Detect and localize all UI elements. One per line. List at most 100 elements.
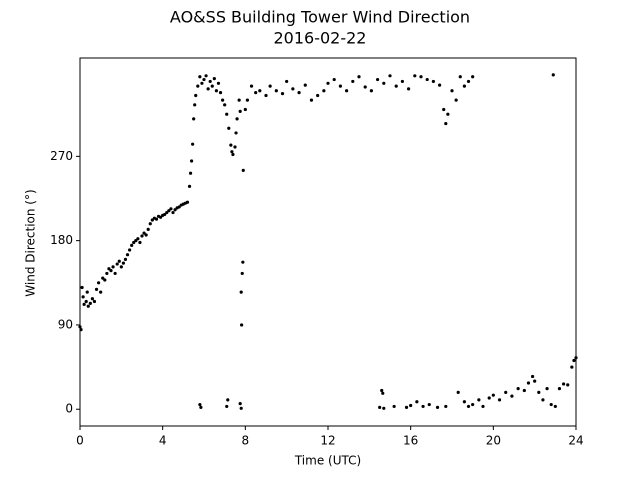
data-point xyxy=(574,356,578,360)
data-point xyxy=(128,248,132,252)
data-point xyxy=(212,77,216,81)
data-point xyxy=(221,98,225,102)
data-point xyxy=(454,98,458,102)
data-point xyxy=(285,79,289,84)
data-point xyxy=(235,117,239,121)
data-point xyxy=(206,87,210,91)
data-point xyxy=(240,323,244,327)
data-point xyxy=(82,302,86,306)
data-point xyxy=(309,98,314,102)
data-point xyxy=(570,365,574,369)
data-point xyxy=(471,75,475,79)
data-point xyxy=(435,405,440,409)
data-point xyxy=(240,271,244,276)
data-point xyxy=(171,210,175,215)
x-tick-label: 16 xyxy=(403,434,418,448)
data-point xyxy=(229,143,233,147)
data-point xyxy=(163,212,167,217)
data-point xyxy=(316,93,320,98)
data-point xyxy=(431,79,435,84)
data-point xyxy=(193,103,197,107)
data-point xyxy=(382,81,386,85)
data-point xyxy=(462,400,466,404)
data-point xyxy=(442,107,446,112)
data-point xyxy=(154,217,159,221)
data-point xyxy=(146,227,150,232)
data-point xyxy=(86,304,90,308)
data-point xyxy=(90,297,94,301)
data-point xyxy=(239,406,243,410)
data-point xyxy=(510,394,514,398)
data-point xyxy=(332,77,336,82)
data-point xyxy=(185,200,190,204)
data-point xyxy=(491,393,495,397)
data-point xyxy=(254,91,258,95)
data-point xyxy=(268,84,272,88)
data-point xyxy=(421,404,425,409)
data-point xyxy=(487,396,491,400)
data-point xyxy=(80,285,84,290)
x-tick-label: 20 xyxy=(486,434,501,448)
data-point xyxy=(165,210,169,215)
data-point xyxy=(481,404,485,409)
data-point xyxy=(407,87,411,91)
data-point xyxy=(230,150,234,154)
data-point xyxy=(191,142,195,146)
data-point xyxy=(477,398,481,402)
data-point xyxy=(419,75,423,79)
data-point xyxy=(107,267,111,271)
data-point xyxy=(169,207,173,211)
data-point xyxy=(227,126,231,130)
data-point xyxy=(173,208,177,212)
data-point xyxy=(237,98,241,102)
data-point xyxy=(188,171,193,175)
data-point xyxy=(200,81,204,85)
data-point xyxy=(78,325,82,329)
data-point xyxy=(531,374,535,379)
data-point xyxy=(79,328,83,332)
data-point xyxy=(245,98,249,102)
data-point xyxy=(119,265,123,269)
y-tick-label: 180 xyxy=(50,233,73,247)
data-point xyxy=(557,387,562,391)
data-point xyxy=(450,89,454,93)
data-point xyxy=(280,91,285,96)
data-point xyxy=(572,358,576,363)
data-point xyxy=(88,301,92,305)
data-point xyxy=(392,404,396,409)
data-point xyxy=(134,239,138,243)
data-point xyxy=(192,117,196,121)
data-point xyxy=(338,84,342,88)
plot-frame xyxy=(79,57,577,427)
data-point xyxy=(427,402,431,407)
data-point xyxy=(241,168,245,172)
data-point xyxy=(456,390,460,394)
data-point xyxy=(380,388,384,393)
data-point xyxy=(187,184,192,188)
x-tick-label: 4 xyxy=(159,434,167,448)
data-point xyxy=(132,240,136,245)
data-point xyxy=(226,398,230,402)
data-point xyxy=(541,398,545,402)
data-point xyxy=(466,79,471,84)
data-point xyxy=(545,387,549,391)
data-point xyxy=(369,89,373,93)
data-point xyxy=(357,75,361,79)
data-point xyxy=(99,290,103,294)
data-point xyxy=(258,89,262,93)
y-tick-label: 90 xyxy=(58,317,73,331)
data-point xyxy=(291,87,295,91)
data-point xyxy=(92,299,97,304)
data-point xyxy=(243,107,247,112)
data-point xyxy=(140,234,144,238)
data-point xyxy=(198,75,202,79)
data-point xyxy=(190,159,194,163)
data-point xyxy=(111,265,115,269)
data-point xyxy=(466,404,471,409)
data-point xyxy=(177,205,181,209)
x-tick-label: 8 xyxy=(242,434,250,448)
data-point xyxy=(196,84,200,88)
data-point xyxy=(85,290,89,294)
data-point xyxy=(551,73,555,77)
data-point xyxy=(562,382,566,386)
